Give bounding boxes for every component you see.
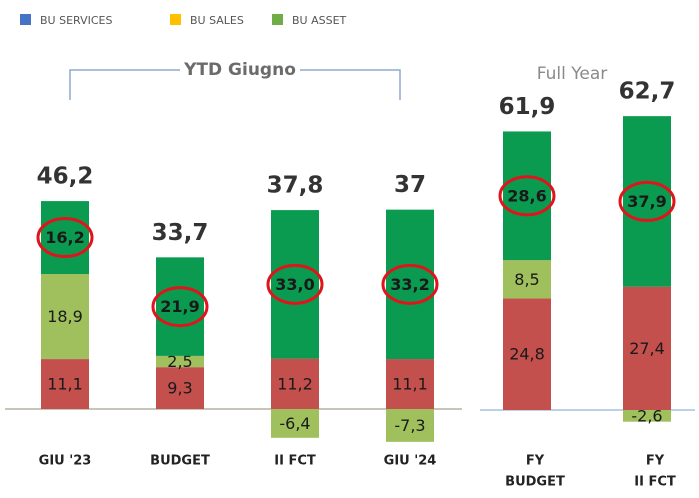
value-label: 2,5 bbox=[167, 352, 192, 371]
highlight-circle bbox=[381, 263, 439, 305]
bar-segment bbox=[623, 116, 671, 287]
bar-segment bbox=[386, 409, 434, 442]
bar-segment bbox=[156, 257, 204, 356]
value-label: 16,2 bbox=[45, 228, 84, 247]
bar-segment bbox=[503, 131, 551, 261]
highlight-circle bbox=[498, 175, 556, 217]
value-label: -2,6 bbox=[631, 406, 662, 425]
value-label: 33,2 bbox=[390, 275, 429, 294]
highlight-circle bbox=[36, 217, 94, 259]
highlight-circle bbox=[266, 263, 324, 305]
full-year-label: Full Year bbox=[537, 64, 607, 84]
legend-label: BU SERVICES bbox=[40, 14, 112, 27]
ytd-bracket bbox=[69, 69, 401, 100]
value-label: 8,5 bbox=[514, 270, 539, 289]
x-tick-label: FY bbox=[646, 454, 665, 469]
total-label: 62,7 bbox=[619, 79, 676, 105]
highlight-circle bbox=[151, 286, 209, 328]
x-tick-label: II FCT bbox=[274, 454, 316, 469]
x-tick-label: BUDGET bbox=[150, 454, 210, 469]
legend-label: BU SALES bbox=[190, 14, 244, 27]
value-label: 33,0 bbox=[275, 275, 314, 294]
legend-swatch bbox=[272, 14, 283, 25]
value-label: -6,4 bbox=[279, 414, 310, 433]
bar-segment bbox=[41, 274, 89, 360]
bar-segment bbox=[271, 409, 319, 438]
ytd-label: YTD Giugno bbox=[183, 60, 296, 80]
bar-segment bbox=[503, 260, 551, 299]
x-tick-label: FY bbox=[526, 454, 545, 469]
bar-segment bbox=[503, 298, 551, 410]
total-label: 37,8 bbox=[267, 173, 324, 199]
value-label: 11,2 bbox=[277, 374, 313, 393]
x-tick-label: GIU '24 bbox=[384, 454, 437, 469]
value-label: -7,3 bbox=[394, 416, 425, 435]
total-label: 46,2 bbox=[37, 164, 94, 190]
highlight-circle bbox=[618, 180, 676, 222]
value-label: 27,4 bbox=[629, 339, 665, 358]
bar-segment bbox=[271, 210, 319, 359]
value-label: 11,1 bbox=[392, 375, 428, 394]
legend-swatch bbox=[170, 14, 181, 25]
bar-segment bbox=[386, 359, 434, 409]
bar-segment bbox=[156, 367, 204, 409]
x-tick-label: BUDGET bbox=[505, 475, 565, 490]
value-label: 9,3 bbox=[167, 379, 192, 398]
bar-segment bbox=[156, 355, 204, 368]
value-label: 21,9 bbox=[160, 297, 199, 316]
value-label: 28,6 bbox=[507, 186, 546, 205]
value-label: 11,1 bbox=[47, 375, 83, 394]
value-label: 24,8 bbox=[509, 345, 545, 364]
bar-segment bbox=[386, 209, 434, 360]
bar-segment bbox=[623, 410, 671, 422]
x-tick-label: GIU '23 bbox=[39, 454, 92, 469]
legend-label: BU ASSET bbox=[292, 14, 347, 27]
bar-segment bbox=[623, 286, 671, 410]
bar-segment bbox=[41, 359, 89, 409]
legend-swatch bbox=[20, 14, 31, 25]
total-label: 33,7 bbox=[152, 220, 209, 246]
bar-segment bbox=[271, 358, 319, 409]
x-tick-label: II FCT bbox=[634, 475, 676, 490]
bar-segment bbox=[41, 201, 89, 274]
total-label: 37 bbox=[394, 172, 426, 198]
total-label: 61,9 bbox=[499, 94, 556, 120]
value-label: 37,9 bbox=[627, 192, 666, 211]
value-label: 18,9 bbox=[47, 307, 83, 326]
